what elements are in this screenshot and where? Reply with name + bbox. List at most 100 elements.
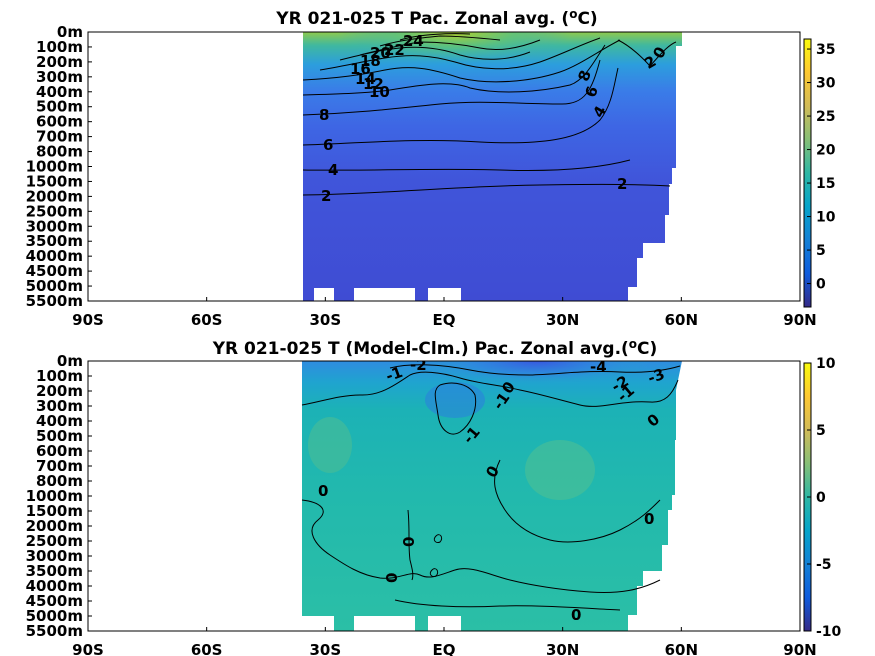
y-tick-label: 600m <box>36 442 83 460</box>
panel-top: YR 021-025 T Pac. Zonal avg. (oC) <box>26 7 836 329</box>
y-tick-label: 4000m <box>26 247 83 265</box>
colorbar-tick-label: 15 <box>816 176 835 192</box>
contour-label-12: 12 <box>363 75 384 93</box>
y-axis-top: 0m100m200m300m400m500m600m700m800m1000m1… <box>26 23 92 310</box>
colorbar-top-ticks: 35 30 25 20 15 10 5 0 <box>807 42 836 293</box>
y-tick-label: 4500m <box>26 262 83 280</box>
y-tick-label: 500m <box>36 427 83 445</box>
x-tick-label: 30S <box>309 311 341 329</box>
colorbar-tick-label: -5 <box>816 557 832 573</box>
x-tick-label: 90S <box>72 311 104 329</box>
y-tick-label: 4000m <box>26 577 83 595</box>
colorbar-tick-label: 0 <box>816 277 826 293</box>
warm-patch-left <box>308 417 352 473</box>
y-tick-label: 800m <box>36 472 83 490</box>
contour-label-20: 20 <box>370 44 391 62</box>
y-axis-bottom: 0m100m200m300m400m500m600m700m800m1000m1… <box>26 352 92 640</box>
y-tick-label: 2500m <box>26 202 83 220</box>
y-tick-label: 700m <box>36 457 83 475</box>
contour-label-0-d: 0 <box>318 482 328 500</box>
contours-top <box>302 33 677 196</box>
y-tick-label: 400m <box>36 412 83 430</box>
x-axis-top: 90S 60S 30S EQ 30N 60N 90N <box>72 297 817 329</box>
y-tick-label: 600m <box>36 113 83 131</box>
contour-label-4: 4 <box>328 161 338 179</box>
colorbar-tick-label: 25 <box>816 109 835 125</box>
y-tick-label: 5000m <box>26 607 83 625</box>
y-tick-label: 100m <box>36 38 83 56</box>
contour-label-14: 14 <box>355 70 376 88</box>
panel-bottom: YR 021-025 T (Model-Clm.) Pac. Zonal avg… <box>26 337 842 656</box>
contour-label-neg3: -3 <box>645 365 667 388</box>
contour-label-8: 8 <box>319 106 329 124</box>
y-tick-label: 800m <box>36 143 83 161</box>
y-tick-label: 200m <box>36 53 83 71</box>
contour-label-neg2-b: -2 <box>608 372 631 396</box>
y-tick-label: 2500m <box>26 532 83 550</box>
x-tick-label: EQ <box>433 311 456 329</box>
y-tick-label: 0m <box>57 23 83 41</box>
x-tick-label: 30S <box>309 641 341 656</box>
y-tick-label: 5500m <box>26 292 83 310</box>
contour-label-6: 6 <box>323 136 333 154</box>
y-tick-label: 300m <box>36 68 83 86</box>
y-tick-label: 0m <box>57 352 83 370</box>
colorbar-bottom-ticks: 10 5 0 -5 -10 <box>807 356 842 640</box>
colorbar-top: 35 30 25 20 15 10 5 0 <box>803 38 836 308</box>
contour-label-22: 22 <box>384 41 405 59</box>
contour-label-neg1-a: -1 <box>383 363 405 386</box>
colorbar-tick-label: 10 <box>816 356 836 372</box>
x-axis-bottom: 90S 60S 30S EQ 30N 60N 90N <box>72 627 817 656</box>
x-tick-label: 90N <box>783 641 816 656</box>
colorbar-tick-label: 35 <box>816 42 835 58</box>
x-tick-label: 30N <box>546 641 579 656</box>
x-tick-label: 60N <box>665 641 698 656</box>
contours-bottom <box>301 364 681 611</box>
x-tick-label: EQ <box>433 641 456 656</box>
y-tick-label: 2000m <box>26 517 83 535</box>
colorbar-tick-label: 0 <box>816 490 826 506</box>
y-tick-label: 3500m <box>26 562 83 580</box>
contour-label-0-g: 0 <box>383 573 401 583</box>
contour-label-2-left: 2 <box>321 187 331 205</box>
y-tick-label: 3000m <box>26 217 83 235</box>
y-tick-label: 5500m <box>26 622 83 640</box>
heatmap-bottom: -1 -2 -4 -2 -3 -1 0 -1 0 0 -1 0 0 0 0 0 <box>301 356 682 631</box>
y-tick-label: 500m <box>36 98 83 116</box>
y-tick-label: 400m <box>36 83 83 101</box>
y-tick-label: 300m <box>36 397 83 415</box>
contour-label-10: 10 <box>369 83 390 101</box>
x-tick-label: 90N <box>783 311 816 329</box>
contour-label-neg4: -4 <box>590 358 607 376</box>
warm-patch-right <box>525 440 595 500</box>
colorbar-tick-label: 10 <box>816 210 836 226</box>
x-tick-label: 30N <box>546 311 579 329</box>
colorbar-tick-label: -10 <box>816 624 842 640</box>
cool-patch-mid <box>425 382 485 418</box>
heatmap-top: 24 22 20 18 16 14 12 10 8 6 4 2 2 8 6 4 … <box>302 32 682 301</box>
colorbar-tick-label: 5 <box>816 423 826 439</box>
x-tick-label: 60S <box>191 311 223 329</box>
colorbar-tick-label: 20 <box>816 143 836 159</box>
y-tick-label: 1000m <box>26 487 83 505</box>
y-tick-label: 200m <box>36 382 83 400</box>
y-tick-label: 1000m <box>26 158 83 176</box>
y-tick-label: 4500m <box>26 592 83 610</box>
y-tick-label: 5000m <box>26 277 83 295</box>
colorbar-tick-label: 5 <box>816 243 826 259</box>
x-tick-label: 60S <box>191 641 223 656</box>
warm-surface-top <box>303 32 640 120</box>
contour-label-0-f: 0 <box>400 537 418 547</box>
y-tick-label: 1500m <box>26 502 83 520</box>
y-tick-label: 3500m <box>26 232 83 250</box>
y-tick-label: 2000m <box>26 187 83 205</box>
title-bottom: YR 021-025 T (Model-Clm.) Pac. Zonal avg… <box>212 337 658 359</box>
title-top: YR 021-025 T Pac. Zonal avg. (oC) <box>275 7 597 29</box>
y-tick-label: 700m <box>36 128 83 146</box>
x-tick-label: 90S <box>72 641 104 656</box>
colorbar-tick-label: 30 <box>816 76 836 92</box>
colorbar-bottom: 10 5 0 -5 -10 <box>803 356 842 640</box>
contour-label-0-e: 0 <box>644 510 654 528</box>
contour-label-neg2-a: -2 <box>410 356 427 374</box>
